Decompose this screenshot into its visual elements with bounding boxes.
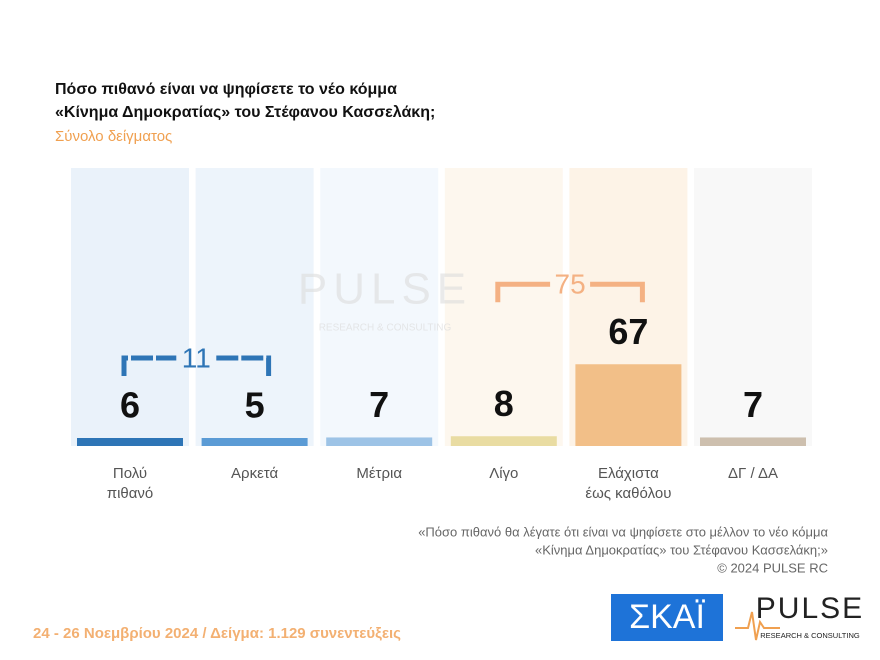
skai-logo-text: ΣΚΑΪ (629, 598, 705, 636)
chart-title: «Κίνημα Δημοκρατίας» του Στέφανου Κασσελ… (55, 104, 435, 121)
value-label: 67 (608, 311, 648, 352)
note: «Κίνημα Δημοκρατίας» του Στέφανου Κασσελ… (535, 542, 828, 557)
column-panel (444, 168, 563, 446)
note: © 2024 PULSE RC (717, 560, 828, 575)
pulse-logo-text: PULSE (756, 592, 864, 625)
bar (77, 438, 183, 446)
bracket (495, 281, 645, 303)
bar (201, 438, 308, 446)
x-tick-label: πιθανό (107, 485, 154, 502)
column-panel (320, 168, 439, 446)
skai-logo (611, 594, 723, 641)
value-label: 6 (120, 385, 140, 426)
column-panel (71, 168, 189, 446)
x-tick-label: ΔΓ / ΔΑ (728, 465, 778, 482)
footer: 24 - 26 Νοεμβρίου 2024 / Δείγμα: 1.129 σ… (33, 625, 401, 642)
watermark: PULSE (298, 265, 472, 314)
pulse-logo-wave (735, 611, 780, 641)
value-label: 7 (369, 384, 389, 425)
bar (326, 437, 433, 446)
bracket (121, 355, 272, 376)
note: «Πόσο πιθανό θα λέγατε ότι είναι να ψηφί… (418, 524, 828, 539)
bracket-total: 75 (555, 269, 586, 300)
value-label: 7 (743, 384, 763, 425)
bar (700, 437, 806, 446)
bar (575, 364, 682, 446)
watermark: RESEARCH & CONSULTING (319, 323, 452, 334)
bracket-total: 11 (182, 342, 211, 373)
x-tick-label: Λίγο (489, 465, 518, 482)
bar (450, 436, 557, 446)
pulse-logo-sub: RESEARCH & CONSULTING (760, 631, 860, 640)
value-label: 8 (494, 383, 514, 424)
subtitle: Σύνολο δείγματος (55, 128, 172, 145)
column-panel (195, 168, 314, 446)
x-tick-label: έως καθόλου (585, 485, 671, 502)
column-panel (694, 168, 812, 446)
x-tick-label: Αρκετά (231, 465, 278, 482)
value-label: 5 (245, 385, 265, 426)
x-tick-label: Πολύ (113, 465, 147, 482)
x-tick-label: Ελάχιστα (598, 465, 659, 482)
x-tick-label: Μέτρια (356, 465, 402, 482)
chart-title: Πόσο πιθανό είναι να ψηφίσετε το νέο κόμ… (55, 81, 397, 98)
